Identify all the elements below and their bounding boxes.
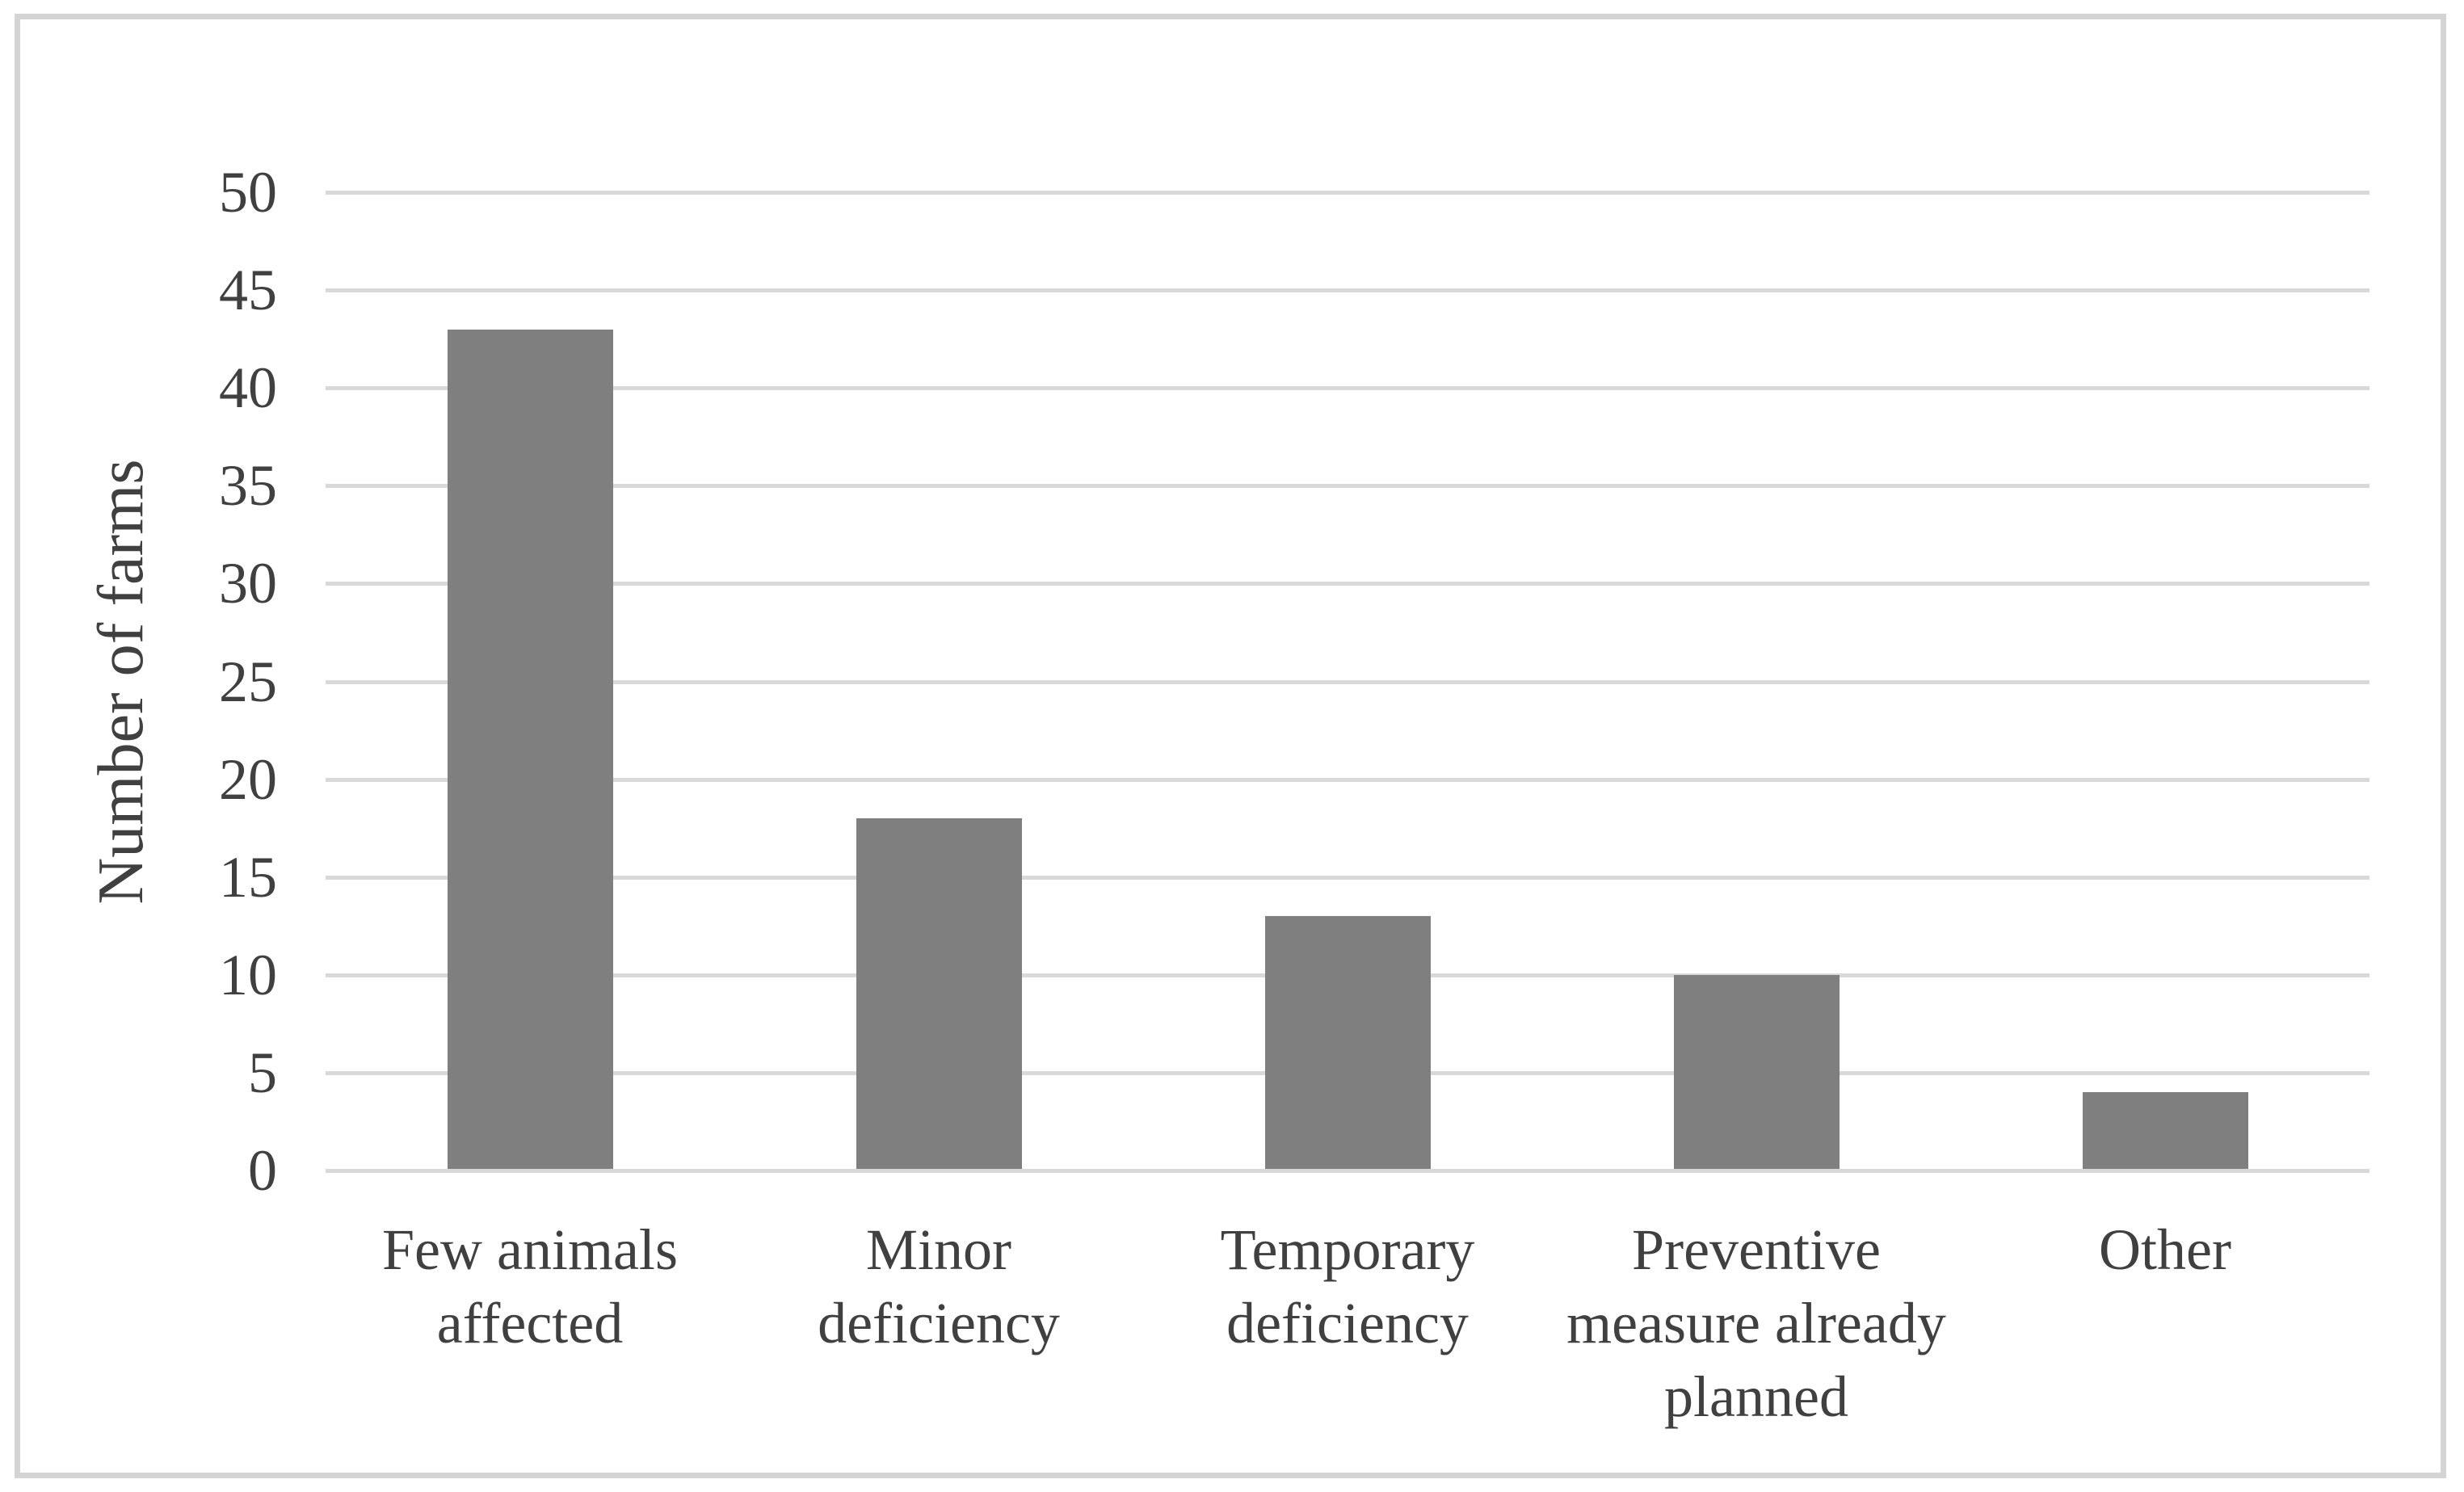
x-category-label-1: Few animals affected — [382, 1217, 678, 1355]
gridline-40 — [326, 386, 2369, 391]
gridline-30 — [326, 582, 2369, 586]
y-tick-label-45: 45 — [219, 258, 277, 323]
x-category-label-2: Minor deficiency — [818, 1217, 1060, 1355]
bar-other — [2083, 1092, 2248, 1169]
gridline-0 — [326, 1169, 2369, 1173]
figure-border — [15, 14, 2446, 1478]
gridline-35 — [326, 484, 2369, 489]
bar-preventive-measure-already-planned — [1674, 974, 1840, 1169]
y-tick-label-5: 5 — [248, 1040, 277, 1105]
gridline-50 — [326, 191, 2369, 195]
gridline-45 — [326, 288, 2369, 293]
gridline-15 — [326, 875, 2369, 880]
gridline-20 — [326, 777, 2369, 782]
y-axis-title: Number of farms — [86, 459, 157, 904]
gridline-25 — [326, 679, 2369, 684]
y-tick-label-35: 35 — [219, 453, 277, 519]
y-tick-label-0: 0 — [248, 1138, 277, 1203]
y-tick-label-10: 10 — [219, 942, 277, 1007]
x-category-label-5: Other — [2099, 1217, 2231, 1282]
y-tick-label-15: 15 — [219, 844, 277, 910]
y-tick-label-40: 40 — [219, 355, 277, 421]
x-category-label-3: Temporary deficiency — [1220, 1217, 1475, 1355]
y-tick-label-30: 30 — [219, 551, 277, 616]
y-tick-label-20: 20 — [219, 746, 277, 812]
bar-minor-deficiency — [856, 818, 1022, 1169]
bar-temporary-deficiency — [1265, 916, 1431, 1169]
bar-few-animals-affected — [448, 329, 613, 1169]
y-tick-label-25: 25 — [219, 649, 277, 714]
y-tick-label-50: 50 — [219, 160, 277, 225]
x-category-label-4: Preventive measure already planned — [1566, 1217, 1946, 1429]
